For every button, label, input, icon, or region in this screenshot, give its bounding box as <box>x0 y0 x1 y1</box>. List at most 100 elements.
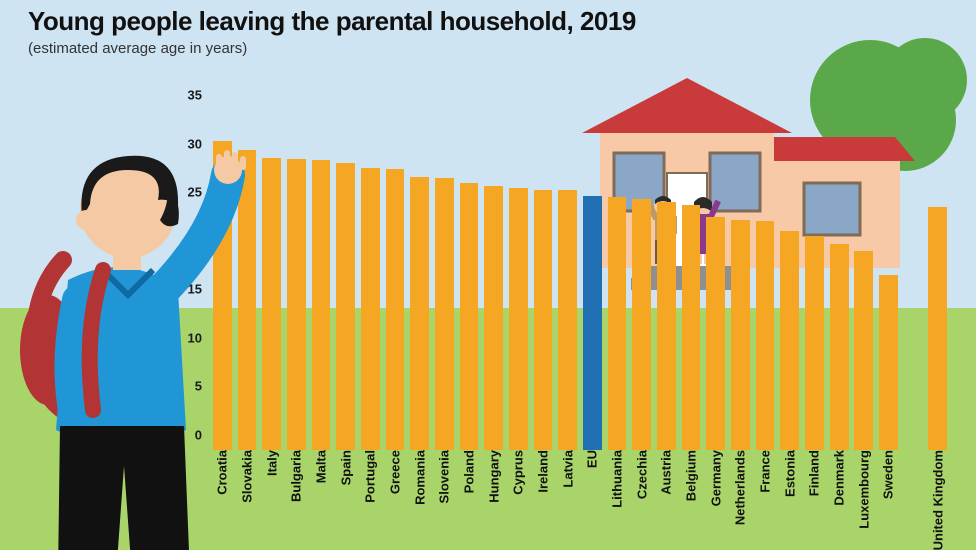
y-tick-label: 35 <box>188 88 202 103</box>
bar <box>410 177 429 450</box>
bar <box>682 205 701 450</box>
chart-title: Young people leaving the parental househ… <box>28 6 636 37</box>
x-tick-label: France <box>758 450 773 493</box>
x-tick-label: Greece <box>388 450 403 494</box>
bar-slot: Netherlands <box>728 110 753 450</box>
bar-slot: Belgium <box>679 110 704 450</box>
bar <box>361 168 380 450</box>
bar-slot: Slovakia <box>235 110 260 450</box>
x-tick-label: Estonia <box>782 450 797 497</box>
bar-slot: Luxembourg <box>851 110 876 450</box>
bar <box>756 221 775 450</box>
bar-slot: Hungary <box>481 110 506 450</box>
x-tick-label: Belgium <box>684 450 699 501</box>
bar <box>780 231 799 450</box>
bar-slot: Estonia <box>777 110 802 450</box>
bar <box>336 163 355 450</box>
bar-slot: EU <box>580 110 605 450</box>
bar <box>657 202 676 450</box>
x-tick-label: Croatia <box>215 450 230 495</box>
bar-slot: Ireland <box>531 110 556 450</box>
bar-slot: Malta <box>309 110 334 450</box>
bar <box>608 197 627 450</box>
bar-slot: Latvia <box>555 110 580 450</box>
bar-slot: Cyprus <box>506 110 531 450</box>
bar-slot: Poland <box>457 110 482 450</box>
bar-slot: Sweden <box>876 110 901 450</box>
x-tick-label: Sweden <box>881 450 896 499</box>
bar <box>830 244 849 450</box>
bar-slot: Austria <box>654 110 679 450</box>
x-tick-label: Austria <box>659 450 674 495</box>
x-tick-label: Netherlands <box>733 450 748 525</box>
x-tick-label: Slovenia <box>437 450 452 503</box>
bar-slot: France <box>753 110 778 450</box>
bar-slot: Spain <box>333 110 358 450</box>
bar <box>213 141 232 450</box>
x-tick-label: Poland <box>462 450 477 493</box>
y-tick-label: 25 <box>188 185 202 200</box>
y-tick-label: 20 <box>188 233 202 248</box>
infographic-canvas: Young people leaving the parental househ… <box>0 0 976 550</box>
x-tick-label: Bulgaria <box>289 450 304 502</box>
bar-slot: Finland <box>802 110 827 450</box>
x-tick-label: Luxembourg <box>856 450 871 529</box>
bar <box>879 275 898 450</box>
bar <box>287 159 306 450</box>
bar <box>928 207 947 450</box>
bar <box>558 190 577 450</box>
bar-slot: Croatia <box>210 110 235 450</box>
x-tick-label: Ireland <box>536 450 551 493</box>
bar <box>262 158 281 450</box>
bar-slot: Portugal <box>358 110 383 450</box>
bar-slot: Slovenia <box>432 110 457 450</box>
bar-slot: Romania <box>407 110 432 450</box>
age-bar-chart: 05101520253035 CroatiaSlovakiaItalyBulga… <box>210 110 950 450</box>
chart-subtitle: (estimated average age in years) <box>28 40 247 57</box>
bar <box>484 186 503 450</box>
x-tick-label: Denmark <box>832 450 847 506</box>
y-tick-label: 10 <box>188 330 202 345</box>
x-tick-label: Spain <box>338 450 353 485</box>
x-tick-label: Romania <box>412 450 427 505</box>
x-tick-label: Italy <box>264 450 279 476</box>
x-tick-label: Slovakia <box>240 450 255 503</box>
bar-slot: Lithuania <box>605 110 630 450</box>
x-tick-label: Portugal <box>363 450 378 503</box>
bar-slot: Germany <box>703 110 728 450</box>
bar <box>238 150 257 450</box>
bar <box>386 169 405 450</box>
x-tick-label: Cyprus <box>511 450 526 495</box>
y-tick-label: 30 <box>188 136 202 151</box>
bar <box>805 236 824 450</box>
bar <box>460 183 479 450</box>
bar-slot <box>901 110 926 450</box>
y-tick-label: 5 <box>195 379 202 394</box>
bar-eu <box>583 196 602 451</box>
x-tick-label: EU <box>585 450 600 468</box>
bar <box>509 188 528 450</box>
bar <box>632 199 651 450</box>
x-tick-label: Lithuania <box>610 450 625 508</box>
bars-container: CroatiaSlovakiaItalyBulgariaMaltaSpainPo… <box>210 110 950 450</box>
bar-slot: Denmark <box>827 110 852 450</box>
y-tick-label: 0 <box>195 428 202 443</box>
x-tick-label: Germany <box>708 450 723 506</box>
bar-slot: Italy <box>259 110 284 450</box>
x-tick-label: Latvia <box>560 450 575 488</box>
bar-slot: United Kingdom <box>925 110 950 450</box>
x-tick-label: United Kingdom <box>930 450 945 550</box>
bar <box>731 220 750 450</box>
bar-slot: Czechia <box>629 110 654 450</box>
x-tick-label: Malta <box>314 450 329 483</box>
bar <box>312 160 331 450</box>
y-tick-label: 15 <box>188 282 202 297</box>
bar-slot: Greece <box>383 110 408 450</box>
x-tick-label: Hungary <box>486 450 501 503</box>
bar <box>435 178 454 450</box>
bar <box>854 251 873 450</box>
bar-slot: Bulgaria <box>284 110 309 450</box>
x-tick-label: Czechia <box>634 450 649 499</box>
x-tick-label: Finland <box>807 450 822 496</box>
bar <box>534 190 553 450</box>
